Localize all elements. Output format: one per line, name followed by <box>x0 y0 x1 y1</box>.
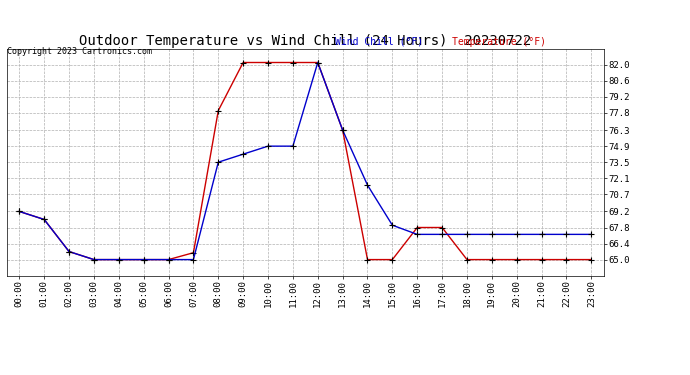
Text: Temperature (°F): Temperature (°F) <box>451 37 546 47</box>
Text: Copyright 2023 Cartronics.com: Copyright 2023 Cartronics.com <box>7 47 152 56</box>
Title: Outdoor Temperature vs Wind Chill (24 Hours)  20230722: Outdoor Temperature vs Wind Chill (24 Ho… <box>79 34 531 48</box>
Text: Wind Chill (°F): Wind Chill (°F) <box>335 37 423 47</box>
